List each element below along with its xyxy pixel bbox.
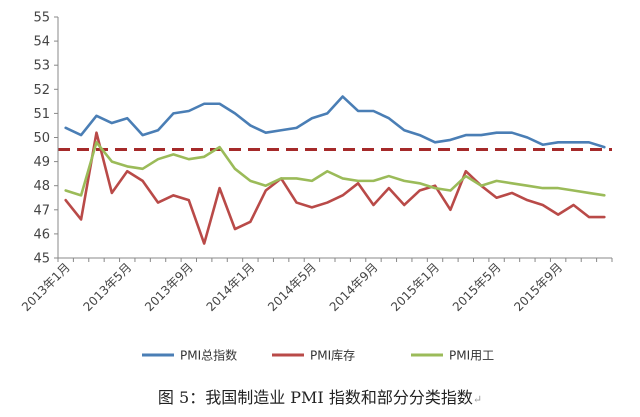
pmi-line-chart: 45 46 47 48 49 50 51 52 53 54 55 2013年1月 2013年5月 2013… xyxy=(19,11,613,363)
y-tick-label: 48 xyxy=(33,179,50,194)
y-tick-label: 50 xyxy=(33,131,50,146)
x-tick-label: 2014年9月 xyxy=(327,260,381,314)
series-line-1 xyxy=(64,95,606,149)
series-line-2 xyxy=(64,131,606,245)
y-tick-label: 51 xyxy=(33,107,50,122)
chart-legend: PMI总指数 PMI库存 PMI用工 xyxy=(142,348,494,363)
x-tick-label: 2013年5月 xyxy=(80,260,134,314)
legend-label-2: PMI库存 xyxy=(310,348,355,363)
series-lines xyxy=(64,95,606,245)
x-tick-label: 2014年1月 xyxy=(204,260,258,314)
x-tick-label: 2015年1月 xyxy=(388,260,442,314)
y-tick-label: 55 xyxy=(33,11,50,26)
y-tick-label: 52 xyxy=(33,83,50,98)
y-tick-label: 54 xyxy=(33,35,50,50)
y-tick-label: 46 xyxy=(33,227,50,242)
legend-label-1: PMI总指数 xyxy=(180,348,237,363)
x-tick-label: 2015年5月 xyxy=(450,260,504,314)
y-tick-label: 49 xyxy=(33,155,50,170)
x-tick-label: 2013年1月 xyxy=(19,260,73,314)
x-tick-label: 2015年9月 xyxy=(511,260,565,314)
figure-caption: 图 5：我国制造业 PMI 指数和部分分类指数↵ xyxy=(0,384,640,408)
y-tick-label: 53 xyxy=(33,59,50,74)
y-tick-label: 45 xyxy=(33,252,50,267)
chart-axes: 45 46 47 48 49 50 51 52 53 54 55 2013年1月 2013年5月 2013… xyxy=(19,11,613,314)
x-tick-label: 2013年9月 xyxy=(142,260,196,314)
caption-text: 图 5：我国制造业 PMI 指数和部分分类指数 xyxy=(157,388,473,407)
y-tick-label: 47 xyxy=(33,203,50,218)
x-tick-label: 2014年5月 xyxy=(265,260,319,314)
caption-return-mark: ↵ xyxy=(472,393,483,406)
legend-label-3: PMI用工 xyxy=(449,349,494,363)
series-line-3 xyxy=(64,141,606,197)
